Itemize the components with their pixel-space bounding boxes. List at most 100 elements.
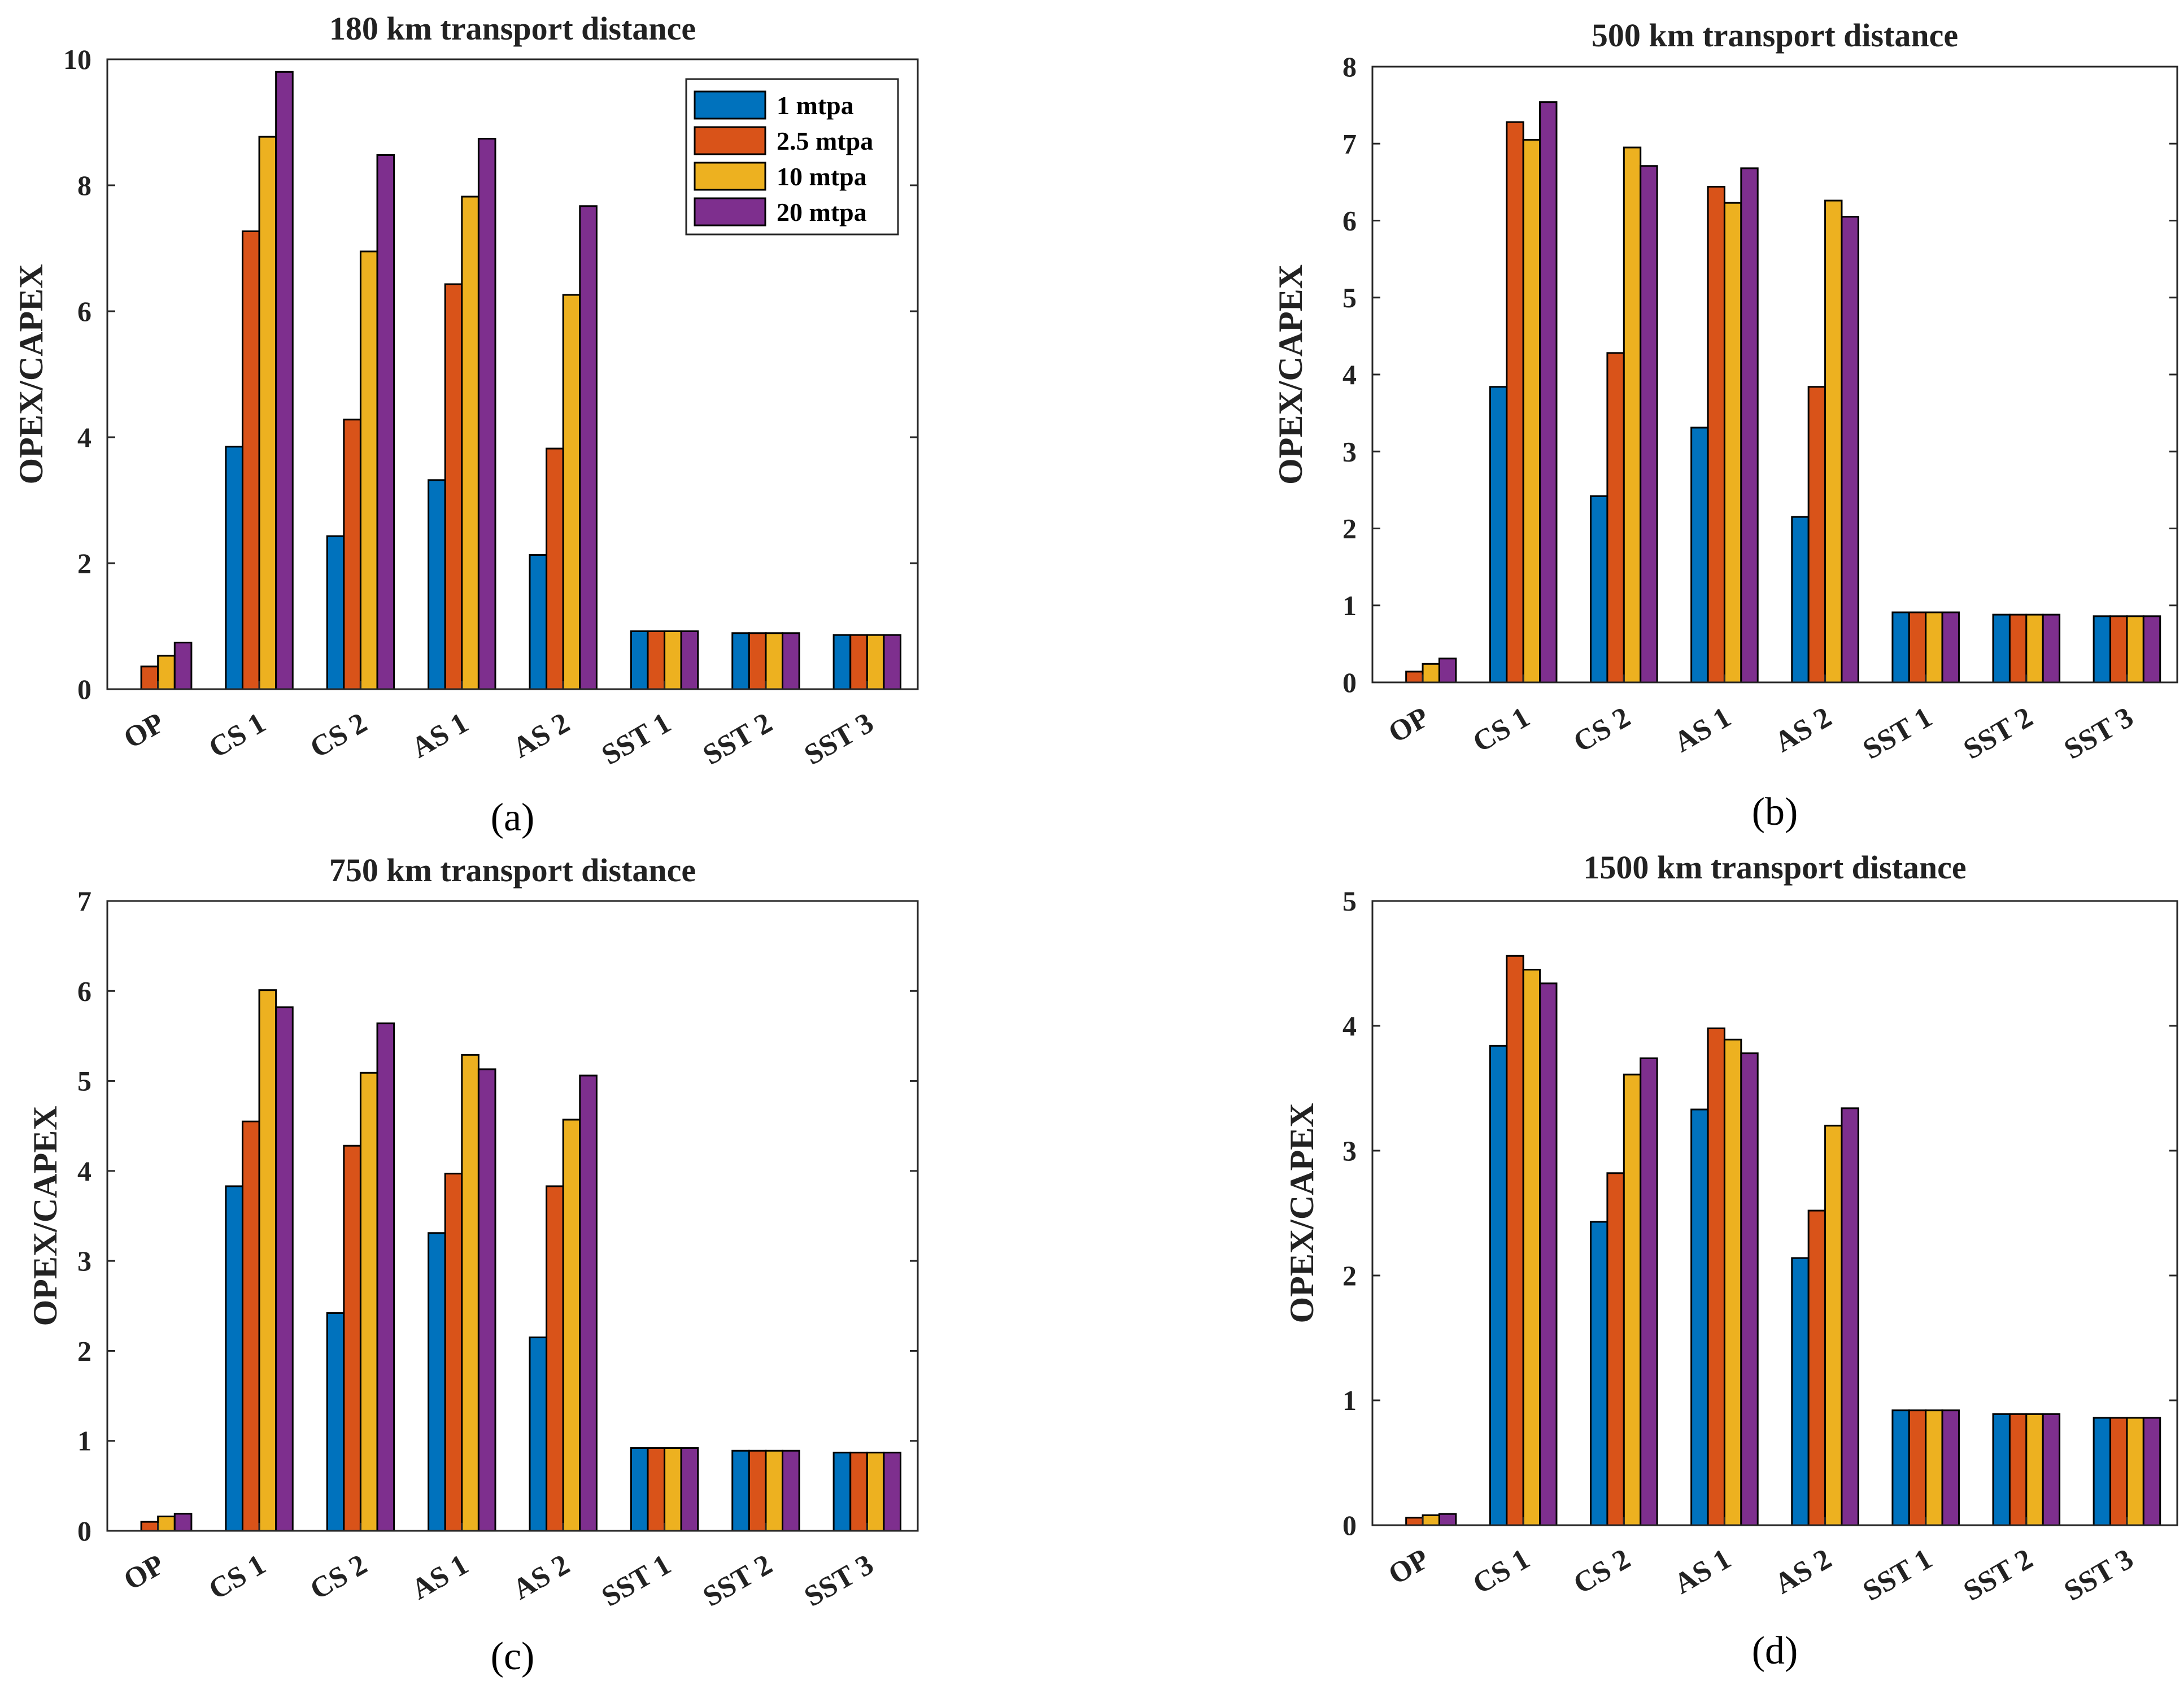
panel-label: (d) — [1752, 1629, 1798, 1673]
bar-cs1-1-mtpa — [1489, 1044, 1508, 1526]
panel-label: (c) — [491, 1635, 535, 1678]
bar-sst3-20-mtpa — [2142, 615, 2161, 684]
bar-sst3-1-mtpa — [2093, 1417, 2112, 1526]
bar-cs2-1-mtpa — [1590, 495, 1608, 684]
x-tick-label: OP — [1383, 701, 1435, 749]
bar-cs1-2-5-mtpa — [1506, 955, 1524, 1526]
y-tick-label: 2 — [77, 1335, 91, 1366]
bar-sst1-1-mtpa — [1891, 1409, 1910, 1526]
bar-cs2-20-mtpa — [1640, 1057, 1658, 1526]
y-axis-label: OPEX/CAPEX — [1272, 264, 1309, 485]
y-tick-label: 4 — [1342, 1010, 1357, 1042]
x-tick-label: OP — [1383, 1543, 1435, 1591]
y-tick-label: 1 — [1342, 1385, 1357, 1416]
bar-sst1-2-5-mtpa — [647, 630, 666, 690]
bar-cs2-2-5-mtpa — [343, 1144, 361, 1532]
x-tick-label: AS 2 — [1769, 701, 1837, 759]
bar-as2-2-5-mtpa — [1807, 386, 1826, 684]
bar-op-10-mtpa — [1422, 1514, 1440, 1526]
bar-sst2-1-mtpa — [1992, 1413, 2011, 1526]
bar-sst2-1-mtpa — [731, 632, 750, 690]
axes-box — [1371, 900, 2178, 1526]
bar-cs2-1-mtpa — [1590, 1221, 1608, 1526]
bar-sst2-10-mtpa — [2025, 1413, 2044, 1526]
bar-sst3-1-mtpa — [2093, 615, 2112, 684]
legend-label: 1 mtpa — [777, 91, 854, 120]
bar-sst3-10-mtpa — [866, 634, 885, 690]
bar-as2-20-mtpa — [1841, 1107, 1859, 1526]
bar-op-2-5-mtpa — [140, 665, 159, 690]
y-tick-label: 2 — [1342, 1260, 1357, 1291]
x-tick-label: CS 1 — [1467, 701, 1535, 759]
axes-box — [106, 900, 919, 1532]
bar-sst1-10-mtpa — [1925, 611, 1943, 684]
legend-label: 20 mtpa — [777, 198, 867, 227]
bar-as2-2-5-mtpa — [546, 1185, 564, 1532]
bar-cs1-10-mtpa — [1522, 969, 1541, 1526]
x-tick-label: SST 2 — [698, 707, 778, 772]
bar-cs1-10-mtpa — [258, 136, 277, 690]
x-tick-label: CS 2 — [305, 707, 373, 764]
bar-op-10-mtpa — [157, 1516, 176, 1532]
legend: 1 mtpa 2.5 mtpa 10 mtpa 20 mtpa — [685, 78, 899, 236]
x-tick-label: CS 1 — [203, 1548, 271, 1606]
bar-as1-1-mtpa — [428, 1232, 446, 1532]
bar-as1-2-5-mtpa — [1707, 1027, 1725, 1526]
y-tick-label: 6 — [77, 975, 91, 1007]
bar-sst1-10-mtpa — [1925, 1409, 1943, 1526]
chart-title: 750 km transport distance — [329, 852, 696, 889]
y-tick-label: 5 — [1342, 885, 1357, 917]
chart-panel-2: 750 km transport distance OPEX/CAPEX 0 1 2 3 4… — [27, 852, 919, 1678]
panel-label: (a) — [491, 796, 535, 839]
bar-sst1-1-mtpa — [1891, 611, 1910, 684]
y-tick-label: 0 — [1342, 1509, 1357, 1541]
bar-cs1-1-mtpa — [225, 1185, 243, 1532]
bar-sst2-20-mtpa — [782, 632, 800, 690]
bar-as2-1-mtpa — [529, 554, 548, 690]
bar-sst2-1-mtpa — [1992, 613, 2011, 684]
bar-sst1-20-mtpa — [1941, 1409, 1960, 1526]
y-axis-label: OPEX/CAPEX — [12, 264, 50, 485]
bar-sst2-10-mtpa — [765, 632, 784, 690]
bar-as2-10-mtpa — [1824, 1125, 1843, 1526]
y-tick-label: 6 — [77, 295, 91, 327]
bar-as2-1-mtpa — [1791, 516, 1810, 684]
bar-cs1-20-mtpa — [275, 71, 294, 690]
bar-cs1-1-mtpa — [225, 446, 243, 690]
chart-title: 500 km transport distance — [1592, 17, 1958, 54]
y-tick-label: 4 — [77, 421, 91, 453]
bar-as1-10-mtpa — [1723, 202, 1742, 684]
bar-op-20-mtpa — [1438, 1513, 1457, 1526]
bar-sst1-20-mtpa — [1941, 611, 1960, 684]
x-tick-label: SST 1 — [1858, 1543, 1938, 1608]
bar-sst3-1-mtpa — [832, 1451, 852, 1532]
x-tick-label: SST 2 — [1958, 701, 2038, 766]
chart-panel-1: 500 km transport distance OPEX/CAPEX 0 1 2 3 4… — [1272, 17, 2178, 834]
bar-cs1-20-mtpa — [1539, 982, 1558, 1526]
bar-sst1-20-mtpa — [680, 630, 699, 690]
y-tick-label: 0 — [77, 673, 91, 705]
legend-label: 2.5 mtpa — [777, 127, 873, 155]
bar-as1-20-mtpa — [477, 137, 496, 690]
x-tick-label: SST 3 — [2059, 1543, 2139, 1608]
x-tick-label: OP — [119, 707, 170, 755]
legend-swatch — [694, 126, 766, 155]
y-tick-label: 5 — [77, 1065, 91, 1097]
y-tick-label: 2 — [1342, 513, 1357, 545]
bar-sst1-10-mtpa — [664, 1447, 682, 1532]
bar-sst3-10-mtpa — [2126, 1417, 2144, 1526]
bar-as2-10-mtpa — [562, 1118, 581, 1532]
bar-as1-1-mtpa — [428, 479, 446, 690]
bar-op-20-mtpa — [1438, 658, 1457, 684]
bar-sst3-2-5-mtpa — [2109, 1417, 2128, 1526]
y-tick-label: 1 — [77, 1425, 91, 1457]
bar-cs2-20-mtpa — [1640, 165, 1658, 684]
y-tick-label: 7 — [1342, 128, 1357, 159]
bar-as1-1-mtpa — [1690, 426, 1709, 684]
bar-op-2-5-mtpa — [140, 1521, 159, 1532]
chart-title: 1500 km transport distance — [1583, 849, 1966, 886]
y-axis-label: OPEX/CAPEX — [27, 1106, 64, 1326]
y-tick-label: 0 — [77, 1515, 91, 1547]
bar-cs1-2-5-mtpa — [1506, 121, 1524, 684]
